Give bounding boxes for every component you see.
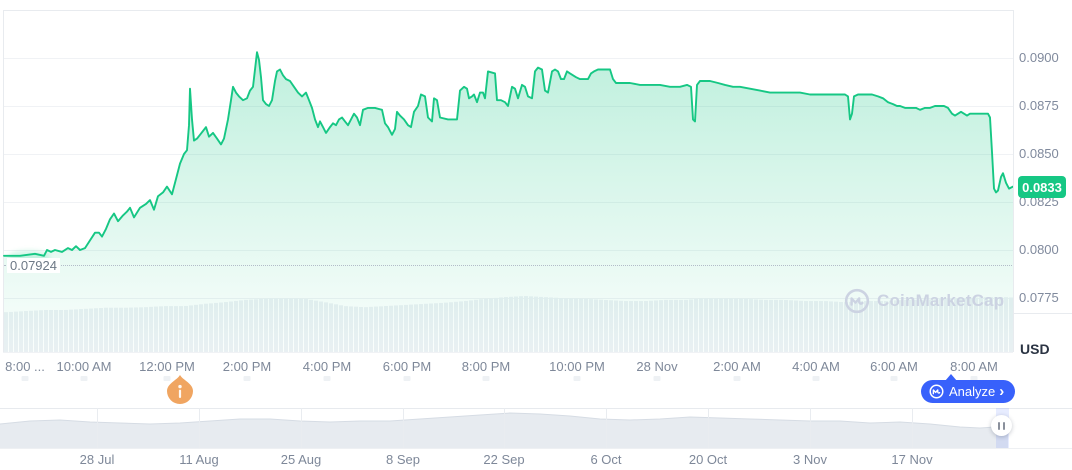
time-axis-tick: [733, 376, 741, 381]
time-axis-tick: [890, 376, 898, 381]
price-axis-label: 0.0875: [1019, 98, 1059, 113]
navigator-handle[interactable]: [991, 415, 1012, 436]
navigator-date-tick: [708, 408, 709, 448]
time-axis-label: 4:00 AM: [792, 359, 840, 374]
price-line: [3, 51, 1013, 257]
price-axis-label: 0.0800: [1019, 242, 1059, 257]
navigator-border-top: [0, 408, 1072, 409]
analyze-button[interactable]: Analyze ›: [921, 374, 1016, 403]
time-axis-label: 4:00 PM: [302, 359, 352, 374]
plot-border-right: [1013, 10, 1014, 352]
time-axis-label: 8:00 ...: [5, 359, 45, 374]
price-area-chart[interactable]: [3, 10, 1013, 352]
date-axis-label: 11 Aug: [179, 452, 219, 467]
time-axis-tick: [80, 376, 88, 381]
time-axis-label: 12:00 PM: [139, 359, 195, 374]
info-marker[interactable]: i: [165, 374, 195, 406]
navigator-date-tick: [810, 408, 811, 448]
time-axis-tick: [970, 376, 978, 381]
time-axis-tick: [653, 376, 661, 381]
time-axis-tick: [243, 376, 251, 381]
navigator-date-tick: [97, 408, 98, 448]
time-axis-tick: [573, 376, 581, 381]
date-axis-label: 6 Oct: [590, 452, 622, 467]
navigator-border-bottom: [0, 448, 1072, 449]
time-axis-label: 2:00 PM: [222, 359, 272, 374]
time-axis-tick: [163, 376, 171, 381]
plot-border-top: [3, 10, 1013, 11]
time-axis-tick: [323, 376, 331, 381]
current-price-badge: 0.0833: [1018, 176, 1066, 198]
price-axis-label: 0.0900: [1019, 50, 1059, 65]
navigator-date-tick: [606, 408, 607, 448]
analyze-label: Analyze: [949, 384, 996, 399]
time-axis-tick: [482, 376, 490, 381]
date-axis-label: 25 Aug: [280, 452, 322, 467]
time-axis-label: 8:00 PM: [461, 359, 511, 374]
open-price-dotted-line: [4, 265, 1012, 266]
date-axis-label: 17 Nov: [891, 452, 933, 467]
time-axis-label: 10:00 AM: [56, 359, 112, 374]
price-axis-label: 0.0850: [1019, 146, 1059, 161]
chevron-right-icon: ›: [999, 383, 1005, 400]
price-axis-bottom-line: [1013, 313, 1072, 314]
date-axis-label: 8 Sep: [386, 452, 420, 467]
navigator-date-tick: [504, 408, 505, 448]
analyze-cmc-logo-icon: [929, 384, 944, 399]
price-axis-label: 0.0775: [1019, 290, 1059, 305]
plot-border-left: [3, 10, 4, 352]
navigator-date-tick: [912, 408, 913, 448]
date-axis-label: 20 Oct: [688, 452, 728, 467]
time-axis-tick: [812, 376, 820, 381]
grid-line: [4, 58, 1013, 59]
time-axis-label: 10:00 PM: [549, 359, 605, 374]
watermark-text: CoinMarketCap: [877, 291, 1005, 310]
date-axis-label: 3 Nov: [793, 452, 827, 467]
price-area-fill: [4, 52, 1013, 352]
coinmarketcap-logo-icon: [844, 288, 870, 314]
currency-label: USD: [1020, 341, 1050, 357]
time-axis-label: 8:00 AM: [950, 359, 998, 374]
time-axis-label: 6:00 AM: [870, 359, 918, 374]
time-axis-tick: [403, 376, 411, 381]
open-price-label: 0.07924: [7, 258, 60, 273]
navigator-date-tick: [199, 408, 200, 448]
time-axis-label: 6:00 PM: [382, 359, 432, 374]
navigator-date-tick: [403, 408, 404, 448]
time-axis-label: 28 Nov: [636, 359, 678, 374]
plot-border-bottom: [3, 352, 1013, 353]
date-axis-label: 22 Sep: [483, 452, 525, 467]
date-axis-label: 28 Jul: [79, 452, 115, 467]
navigator-area-top-line: [0, 412, 1009, 429]
time-axis-label: 2:00 AM: [713, 359, 761, 374]
navigator-date-tick: [301, 408, 302, 448]
coinmarketcap-watermark: CoinMarketCap: [844, 288, 1004, 314]
time-axis-tick: [21, 376, 29, 381]
